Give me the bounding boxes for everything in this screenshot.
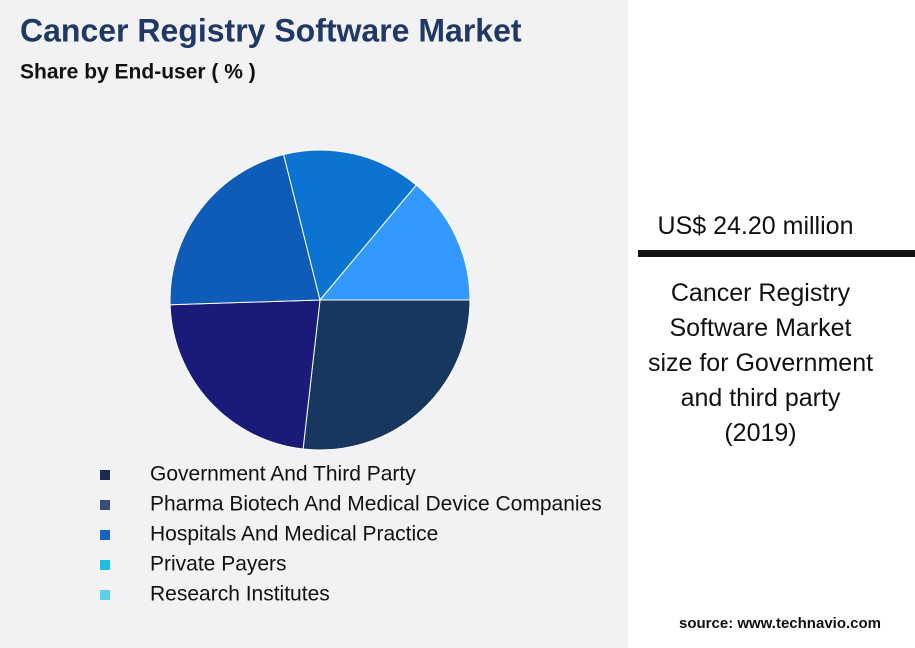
legend-swatch	[100, 590, 110, 600]
pie-slice	[318, 184, 471, 301]
divider	[638, 250, 915, 257]
highlight-panel: US$ 24.20 million Cancer Registry Softwar…	[628, 0, 915, 648]
legend-swatch	[100, 530, 110, 540]
legend-label: Government And Third Party	[150, 463, 416, 486]
pie-slice	[169, 153, 321, 306]
legend-label: Hospitals And Medical Practice	[150, 523, 438, 546]
highlight-description: Cancer Registry Software Market size for G…	[628, 276, 893, 451]
chart-title: Cancer Registry Software Market	[20, 12, 522, 48]
legend-label: Private Payers	[150, 553, 287, 576]
chart: Cancer Registry Software Market Share by…	[20, 12, 602, 606]
chart-subtitle: Share by End-user ( % )	[20, 61, 256, 84]
legend-label: Pharma Biotech And Medical Device Compan…	[150, 493, 602, 516]
pie-slice	[169, 299, 321, 450]
source: source: www.technavio.com	[679, 615, 881, 632]
description-line: Software Market	[669, 314, 852, 342]
legend-swatch	[100, 500, 110, 510]
legend-label: Research Institutes	[150, 583, 330, 606]
description-line: and third party	[680, 384, 841, 412]
highlight-value: US$ 24.20 million	[657, 212, 854, 240]
description-line: size for Government	[647, 349, 874, 377]
pie-slice	[283, 149, 418, 302]
description-line: (2019)	[724, 419, 797, 447]
legend-swatch	[100, 560, 110, 570]
legend-swatch	[100, 470, 110, 480]
pie-slice	[302, 299, 471, 451]
description-line: Cancer Registry	[670, 279, 851, 307]
